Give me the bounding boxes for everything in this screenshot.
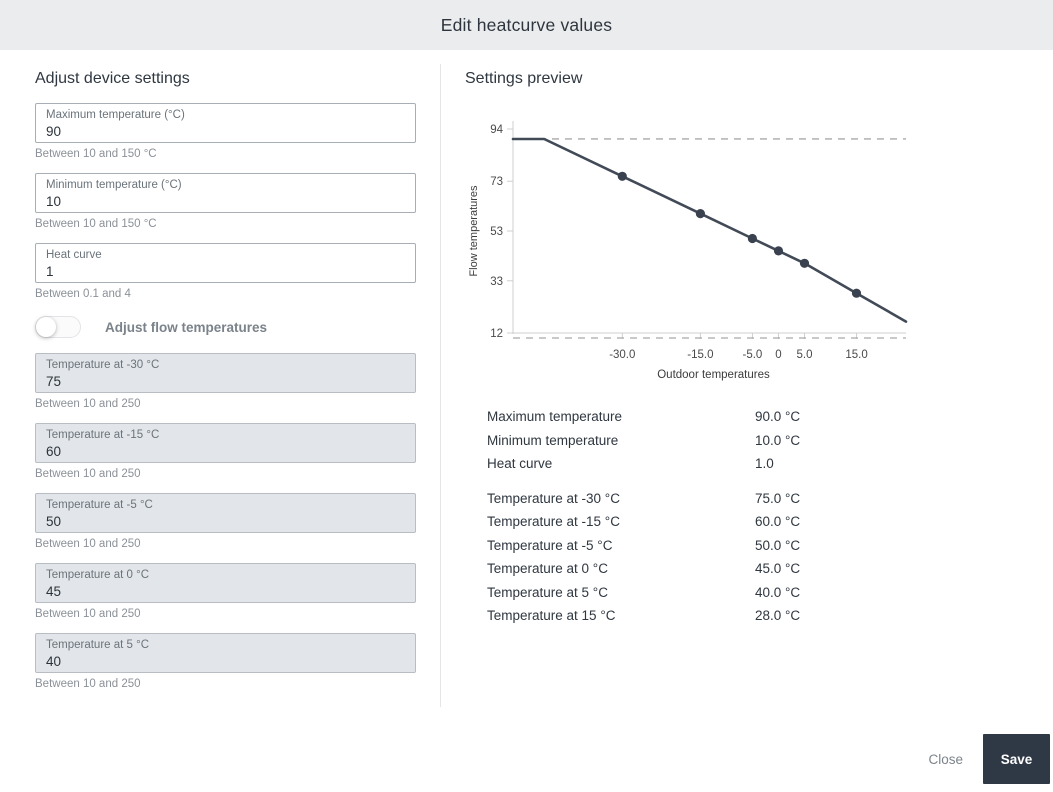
summary-value: 50.0 °C: [755, 537, 801, 553]
temperature-at-5-field: Temperature at 5 °C Between 10 and 250: [35, 633, 416, 691]
heat-curve-field: Heat curve Between 0.1 and 4: [35, 243, 416, 301]
summary-label: Maximum temperature: [487, 409, 623, 425]
summary-value: 60.0 °C: [755, 514, 801, 530]
summary-value: 28.0 °C: [755, 608, 801, 624]
settings-summary: Maximum temperature 90.0 °C Minimum temp…: [487, 405, 907, 628]
temperature-at-5-helper: Between 10 and 250: [35, 678, 141, 690]
minimum-temperature-label: Minimum temperature (°C): [46, 179, 182, 191]
temperature-at-0-input: [46, 582, 405, 600]
summary-label: Temperature at 0 °C: [487, 561, 608, 577]
svg-text:-15.0: -15.0: [687, 349, 713, 361]
summary-value: 10.0 °C: [755, 432, 801, 448]
svg-text:33: 33: [490, 276, 503, 288]
summary-row: Temperature at -30 °C 75.0 °C: [487, 487, 907, 511]
settings-preview-heading: Settings preview: [465, 70, 583, 87]
summary-label: Minimum temperature: [487, 432, 619, 448]
svg-text:12: 12: [490, 328, 503, 340]
temperature-at-minus-30-label: Temperature at -30 °C: [46, 359, 160, 371]
summary-label: Temperature at -5 °C: [487, 537, 613, 553]
column-divider: [440, 64, 441, 707]
svg-text:-30.0: -30.0: [609, 349, 635, 361]
temperature-at-minus-5-field: Temperature at -5 °C Between 10 and 250: [35, 493, 416, 551]
temperature-at-minus-15-box: Temperature at -15 °C: [35, 423, 416, 463]
temperature-at-minus-30-field: Temperature at -30 °C Between 10 and 250: [35, 353, 416, 411]
summary-value: 40.0 °C: [755, 584, 801, 600]
minimum-temperature-helper: Between 10 and 150 °C: [35, 218, 157, 230]
minimum-temperature-field: Minimum temperature (°C) Between 10 and …: [35, 173, 416, 231]
svg-text:73: 73: [490, 176, 503, 188]
summary-row: Temperature at -15 °C 60.0 °C: [487, 510, 907, 534]
maximum-temperature-helper: Between 10 and 150 °C: [35, 148, 157, 160]
maximum-temperature-box: Maximum temperature (°C): [35, 103, 416, 143]
temperature-at-0-helper: Between 10 and 250: [35, 608, 141, 620]
adjust-flow-temperatures-toggle[interactable]: [35, 316, 81, 338]
summary-row: Temperature at -5 °C 50.0 °C: [487, 534, 907, 558]
summary-value: 45.0 °C: [755, 561, 801, 577]
summary-label: Temperature at 15 °C: [487, 608, 616, 624]
temperature-at-5-box: Temperature at 5 °C: [35, 633, 416, 673]
settings-preview-panel: Settings preview 94 73 53 33 12 -30.0 -15.0 -5.…: [465, 60, 1035, 700]
device-settings-panel: Adjust device settings Maximum temperatu…: [35, 60, 416, 703]
dialog-title: Edit heatcurve values: [440, 14, 613, 35]
summary-row: Temperature at 5 °C 40.0 °C: [487, 581, 907, 605]
heatcurve-chart: 94 73 53 33 12 -30.0 -15.0 -5.0 0 5.0 15.0 Flow tem…: [468, 121, 908, 381]
temperature-at-5-input: [46, 652, 405, 670]
temperature-at-minus-5-input: [46, 512, 405, 530]
save-button[interactable]: Save: [983, 734, 1050, 784]
temperature-at-minus-5-helper: Between 10 and 250: [35, 538, 141, 550]
heat-curve-input[interactable]: [46, 262, 405, 280]
maximum-temperature-field: Maximum temperature (°C) Between 10 and …: [35, 103, 416, 161]
summary-label: Temperature at 5 °C: [487, 584, 608, 600]
temperature-at-0-field: Temperature at 0 °C Between 10 and 250: [35, 563, 416, 621]
summary-label: Temperature at -30 °C: [487, 490, 620, 506]
svg-text:-5.0: -5.0: [743, 349, 763, 361]
summary-value: 75.0 °C: [755, 490, 801, 506]
adjust-flow-temperatures-label: Adjust flow temperatures: [105, 319, 268, 335]
summary-group-main: Maximum temperature 90.0 °C Minimum temp…: [487, 405, 907, 476]
summary-value: 90.0 °C: [755, 409, 801, 425]
temperature-at-minus-15-input: [46, 442, 405, 460]
maximum-temperature-input[interactable]: [46, 122, 405, 140]
svg-text:Outdoor temperatures: Outdoor temperatures: [657, 369, 770, 381]
dialog-header: Edit heatcurve values: [0, 0, 1053, 50]
temperature-at-0-box: Temperature at 0 °C: [35, 563, 416, 603]
svg-text:Flow temperatures: Flow temperatures: [468, 185, 480, 277]
temperature-at-minus-30-input: [46, 372, 405, 390]
temperature-at-minus-5-box: Temperature at -5 °C: [35, 493, 416, 533]
summary-group-flow: Temperature at -30 °C 75.0 °C Temperatur…: [487, 487, 907, 628]
svg-text:0: 0: [775, 349, 781, 361]
temperature-at-minus-5-label: Temperature at -5 °C: [46, 499, 153, 511]
summary-row: Heat curve 1.0: [487, 452, 907, 476]
temperature-at-0-label: Temperature at 0 °C: [46, 569, 150, 581]
svg-text:15.0: 15.0: [845, 349, 867, 361]
toggle-knob: [36, 317, 56, 337]
temperature-at-minus-30-helper: Between 10 and 250: [35, 398, 141, 410]
summary-label: Temperature at -15 °C: [487, 514, 620, 530]
temperature-at-minus-30-box: Temperature at -30 °C: [35, 353, 416, 393]
heat-curve-label: Heat curve: [46, 249, 102, 261]
svg-text:94: 94: [490, 124, 503, 136]
temperature-at-5-label: Temperature at 5 °C: [46, 639, 150, 651]
maximum-temperature-label: Maximum temperature (°C): [46, 109, 185, 121]
minimum-temperature-input[interactable]: [46, 192, 405, 210]
svg-text:53: 53: [490, 226, 503, 238]
summary-row: Temperature at 15 °C 28.0 °C: [487, 604, 907, 628]
close-button[interactable]: Close: [926, 746, 965, 773]
summary-row: Minimum temperature 10.0 °C: [487, 429, 907, 453]
adjust-flow-temperatures-row: Adjust flow temperatures: [35, 315, 416, 339]
minimum-temperature-box: Minimum temperature (°C): [35, 173, 416, 213]
svg-text:5.0: 5.0: [796, 349, 812, 361]
heat-curve-helper: Between 0.1 and 4: [35, 288, 131, 300]
temperature-at-minus-15-field: Temperature at -15 °C Between 10 and 250: [35, 423, 416, 481]
summary-label: Heat curve: [487, 456, 553, 472]
summary-row: Maximum temperature 90.0 °C: [487, 405, 907, 429]
summary-row: Temperature at 0 °C 45.0 °C: [487, 557, 907, 581]
temperature-at-minus-15-label: Temperature at -15 °C: [46, 429, 160, 441]
device-settings-heading: Adjust device settings: [35, 70, 190, 87]
heat-curve-box: Heat curve: [35, 243, 416, 283]
summary-value: 1.0: [755, 456, 774, 472]
temperature-at-minus-15-helper: Between 10 and 250: [35, 468, 141, 480]
